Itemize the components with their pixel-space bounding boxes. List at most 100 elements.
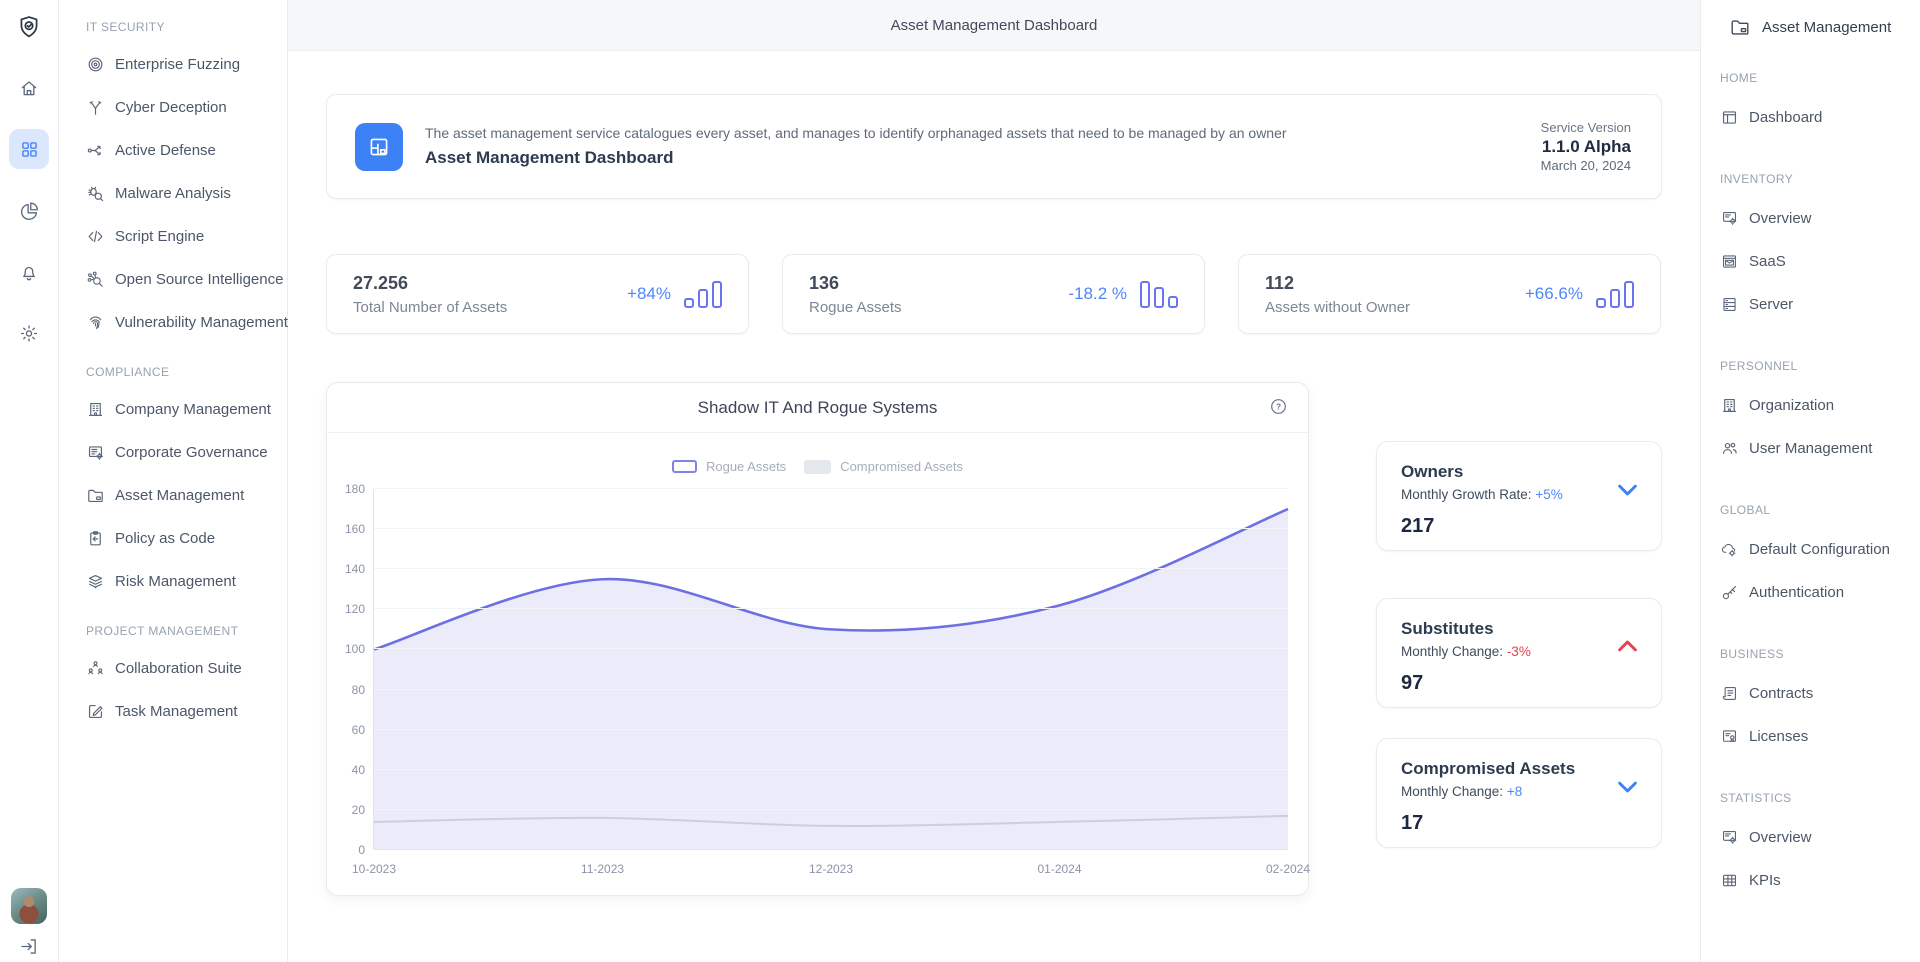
sidebar-item-risk-management[interactable]: Risk Management [86, 560, 277, 603]
gridline [374, 608, 1288, 610]
edit-square-icon [86, 702, 105, 721]
screen-gear-icon [1720, 209, 1739, 228]
module-item-user-management[interactable]: User Management [1720, 427, 1912, 470]
module-item-licenses[interactable]: Licenses [1720, 715, 1912, 758]
dashboard-layout-icon [355, 122, 403, 171]
sidebar-item-label: Policy as Code [115, 530, 216, 547]
help-icon[interactable]: ? [1269, 397, 1288, 416]
module-item-contracts[interactable]: Contracts [1720, 672, 1912, 715]
module-item-overview[interactable]: Overview [1720, 197, 1912, 240]
sidebar-item-vulnerability-management[interactable]: Vulnerability Management [86, 301, 288, 344]
module-item-authentication[interactable]: Authentication [1720, 571, 1912, 614]
module-item-default-configuration[interactable]: Default Configuration [1720, 528, 1912, 571]
chevron-down-icon[interactable] [1614, 476, 1641, 503]
target-icon [86, 55, 105, 74]
network-search-icon [86, 270, 105, 289]
sidebar-item-asset-management[interactable]: Asset Management [86, 474, 277, 517]
card-subtitle: Monthly Change: -3% [1401, 644, 1637, 659]
gridline [374, 648, 1288, 650]
section-label: PROJECT MANAGEMENT [86, 624, 239, 638]
sidebar-item-company-management[interactable]: Company Management [86, 388, 277, 431]
legend-item-compromised-assets[interactable]: Compromised Assets [804, 459, 963, 474]
module-section-home: HOME Dashboard [1720, 68, 1912, 139]
sidebar-section-compliance: COMPLIANCE Company Management Corporate … [86, 362, 277, 603]
apps-grid-icon[interactable] [9, 129, 49, 169]
stat-value: 136 [809, 272, 840, 293]
stat-label: Total Number of Assets [353, 298, 508, 316]
settings-gear-icon[interactable] [19, 323, 40, 344]
sidebar-item-label: Active Defense [115, 142, 216, 159]
x-axis-tick: 01-2024 [1037, 862, 1082, 876]
sidebar-item-active-defense[interactable]: Active Defense [86, 129, 277, 172]
legend-label: Rogue Assets [705, 459, 787, 474]
logout-icon[interactable] [19, 936, 40, 957]
flow-icon [86, 141, 105, 160]
sidebar-item-label: Asset Management [115, 487, 245, 504]
sidebar-item-open-source-intelligence[interactable]: Open Source Intelligence [86, 258, 283, 301]
card-title: Substitutes [1401, 619, 1494, 638]
module-item-saas[interactable]: SaaS [1720, 240, 1912, 283]
window-mail-icon [1720, 252, 1739, 271]
notifications-bell-icon[interactable] [19, 262, 40, 283]
module-item-kpis[interactable]: KPIs [1720, 859, 1912, 902]
layers-icon [86, 572, 105, 591]
pie-chart-icon[interactable] [19, 201, 40, 222]
home-icon[interactable] [19, 78, 40, 99]
app-icon-rail [0, 0, 59, 962]
module-item-organization[interactable]: Organization [1720, 384, 1912, 427]
users-icon [1720, 439, 1739, 458]
module-item-statistics-overview[interactable]: Overview [1720, 816, 1912, 859]
module-item-label: Contracts [1749, 685, 1814, 702]
shield-logo-icon[interactable] [16, 14, 42, 40]
sidebar-item-policy-as-code[interactable]: Policy as Code [86, 517, 277, 560]
module-item-label: Organization [1749, 397, 1835, 414]
sidebar-item-corporate-governance[interactable]: Corporate Governance [86, 431, 277, 474]
area-chart-plot: 0 20 40 60 80 100 120 140 160 180 10-2023 11-2023 12… [345, 482, 1310, 876]
window-icon [1720, 108, 1739, 127]
sidebar-item-label: Enterprise Fuzzing [115, 56, 241, 73]
module-item-label: User Management [1749, 440, 1873, 457]
chevron-down-icon[interactable] [1614, 773, 1641, 800]
module-item-label: Server [1749, 296, 1794, 313]
main-content: The asset management service catalogues … [288, 50, 1700, 962]
stat-label: Rogue Assets [809, 298, 902, 316]
sidebar-item-script-engine[interactable]: Script Engine [86, 215, 277, 258]
card-subtitle: Monthly Growth Rate: +5% [1401, 487, 1637, 502]
module-section-global: GLOBAL Default Configuration Authenticat… [1720, 500, 1912, 614]
bar-chart-icon [1140, 280, 1178, 308]
y-axis-tick: 140 [344, 562, 365, 577]
sidebar-item-malware-analysis[interactable]: Malware Analysis [86, 172, 277, 215]
sidebar-item-label: Collaboration Suite [115, 660, 242, 677]
module-item-label: Authentication [1749, 584, 1845, 601]
sidebar-item-collaboration-suite[interactable]: Collaboration Suite [86, 647, 277, 690]
bar-chart-icon [1596, 280, 1634, 308]
module-item-dashboard[interactable]: Dashboard [1720, 96, 1912, 139]
stat-left: 136 Rogue Assets [809, 273, 902, 316]
section-label: COMPLIANCE [86, 365, 170, 379]
module-item-server[interactable]: Server [1720, 283, 1912, 326]
gridline [374, 688, 1288, 690]
fingerprint-icon [86, 313, 105, 332]
sidebar-item-label: Malware Analysis [115, 185, 231, 202]
sidebar-item-cyber-deception[interactable]: Cyber Deception [86, 86, 277, 129]
gridline [374, 808, 1288, 810]
x-axis-tick: 11-2023 [580, 862, 625, 876]
sidebar-section-project-management: PROJECT MANAGEMENT Collaboration Suite T… [86, 621, 277, 733]
sidebar-item-label: Open Source Intelligence [115, 271, 284, 288]
stat-value: 112 [1265, 272, 1295, 293]
sidebar-item-task-management[interactable]: Task Management [86, 690, 277, 733]
module-section-personnel: PERSONNEL Organization User Management [1720, 356, 1912, 470]
card-title: Owners [1401, 462, 1464, 481]
user-avatar[interactable] [11, 888, 47, 924]
chevron-up-icon[interactable] [1614, 633, 1641, 660]
sidebar-item-label: Corporate Governance [115, 444, 268, 461]
org-chart-icon [86, 659, 105, 678]
sidebar-item-enterprise-fuzzing[interactable]: Enterprise Fuzzing [86, 43, 277, 86]
module-item-label: Overview [1749, 210, 1812, 227]
legend-label: Compromised Assets [840, 459, 964, 474]
legend-item-rogue-assets[interactable]: Rogue Assets [671, 459, 787, 474]
stat-card-rogue-assets: 136 Rogue Assets -18.2 % [782, 254, 1205, 334]
sidebar-item-label: Cyber Deception [115, 99, 227, 116]
stat-change: +66.6% [1524, 284, 1583, 303]
clipboard-icon [86, 529, 105, 548]
